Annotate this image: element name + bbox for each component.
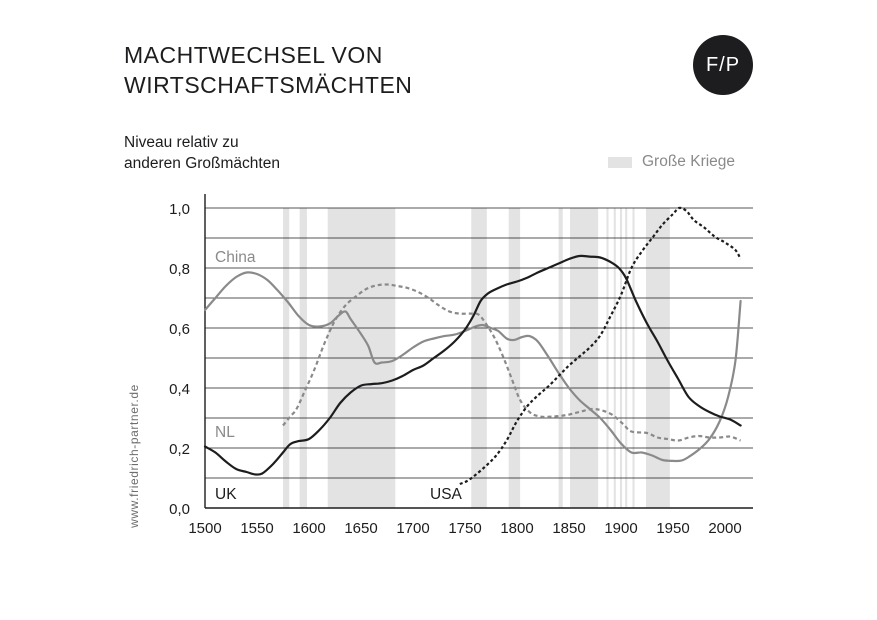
legend-label-wars: Große Kriege — [642, 153, 736, 170]
y-axis-label-line-1: Niveau relativ zu — [124, 134, 239, 151]
series-label-china: China — [215, 249, 256, 266]
title-line-1: MACHTWECHSEL VON — [124, 42, 383, 68]
y-tick-label: 1,0 — [169, 201, 190, 218]
gridlines — [205, 207, 753, 509]
x-tick-label: 1900 — [604, 520, 637, 537]
x-tick-label: 1750 — [448, 520, 481, 537]
series-line-usa — [459, 206, 742, 486]
y-tick-label: 0,2 — [169, 441, 190, 458]
x-tick-label: 1550 — [240, 520, 273, 537]
legend: Große Kriege — [608, 153, 735, 171]
y-axis-label: Niveau relativ zu anderen Großmächten — [124, 132, 280, 174]
legend-swatch-wars — [608, 156, 632, 168]
x-tick-label: 1600 — [292, 520, 325, 537]
y-tick-label: 0,4 — [169, 381, 190, 398]
x-tick-label: 1850 — [552, 520, 585, 537]
fp-logo: F/P — [693, 35, 753, 95]
x-tick-label: 1950 — [656, 520, 689, 537]
y-tick-label: 0,0 — [169, 501, 190, 518]
series-label-nl: NL — [215, 424, 235, 441]
y-tick-label: 0,6 — [169, 321, 190, 338]
x-tick-label: 2000 — [708, 520, 741, 537]
x-tick-label: 1700 — [396, 520, 429, 537]
x-tick-label: 1500 — [188, 520, 221, 537]
y-axis-label-line-2: anderen Großmächten — [124, 155, 280, 172]
title-line-2: WIRTSCHAFTSMÄCHTEN — [124, 72, 413, 98]
series-label-usa: USA — [430, 486, 463, 503]
logo-text: F/P — [705, 53, 741, 76]
series-line-china — [203, 271, 742, 463]
series-label-uk: UK — [215, 486, 237, 503]
series-line-uk — [203, 254, 742, 476]
x-tick-label: 1800 — [500, 520, 533, 537]
series-line-nl — [282, 283, 742, 442]
y-tick-label: 0,8 — [169, 261, 190, 278]
chart-title: MACHTWECHSEL VON WIRTSCHAFTSMÄCHTEN — [124, 40, 412, 100]
x-tick-label: 1650 — [344, 520, 377, 537]
